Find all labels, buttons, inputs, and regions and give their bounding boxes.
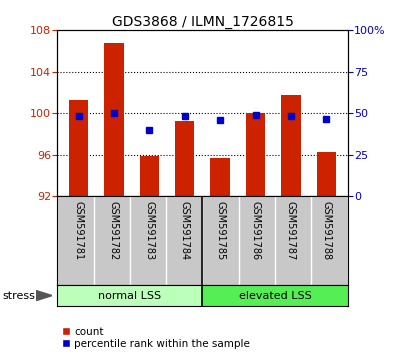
Text: GSM591786: GSM591786 xyxy=(250,201,261,260)
Title: GDS3868 / ILMN_1726815: GDS3868 / ILMN_1726815 xyxy=(111,15,293,29)
Bar xyxy=(203,285,348,306)
Bar xyxy=(175,121,194,196)
Text: GSM591787: GSM591787 xyxy=(286,201,296,260)
Bar xyxy=(104,42,124,196)
Polygon shape xyxy=(36,291,52,301)
Text: stress: stress xyxy=(2,291,35,301)
Bar xyxy=(317,152,336,196)
Text: GSM591785: GSM591785 xyxy=(215,201,225,260)
Text: elevated LSS: elevated LSS xyxy=(239,291,311,301)
Bar xyxy=(281,95,301,196)
Bar xyxy=(139,156,159,196)
Text: GSM591783: GSM591783 xyxy=(144,201,154,260)
Bar xyxy=(246,113,265,196)
Bar xyxy=(211,158,230,196)
Legend: count, percentile rank within the sample: count, percentile rank within the sample xyxy=(62,327,250,349)
Bar xyxy=(69,100,88,196)
Text: GSM591782: GSM591782 xyxy=(109,201,119,260)
Text: GSM591784: GSM591784 xyxy=(180,201,190,260)
Text: normal LSS: normal LSS xyxy=(98,291,162,301)
Text: GSM591788: GSM591788 xyxy=(322,201,331,260)
Bar xyxy=(57,285,203,306)
Text: GSM591781: GSM591781 xyxy=(73,201,83,260)
